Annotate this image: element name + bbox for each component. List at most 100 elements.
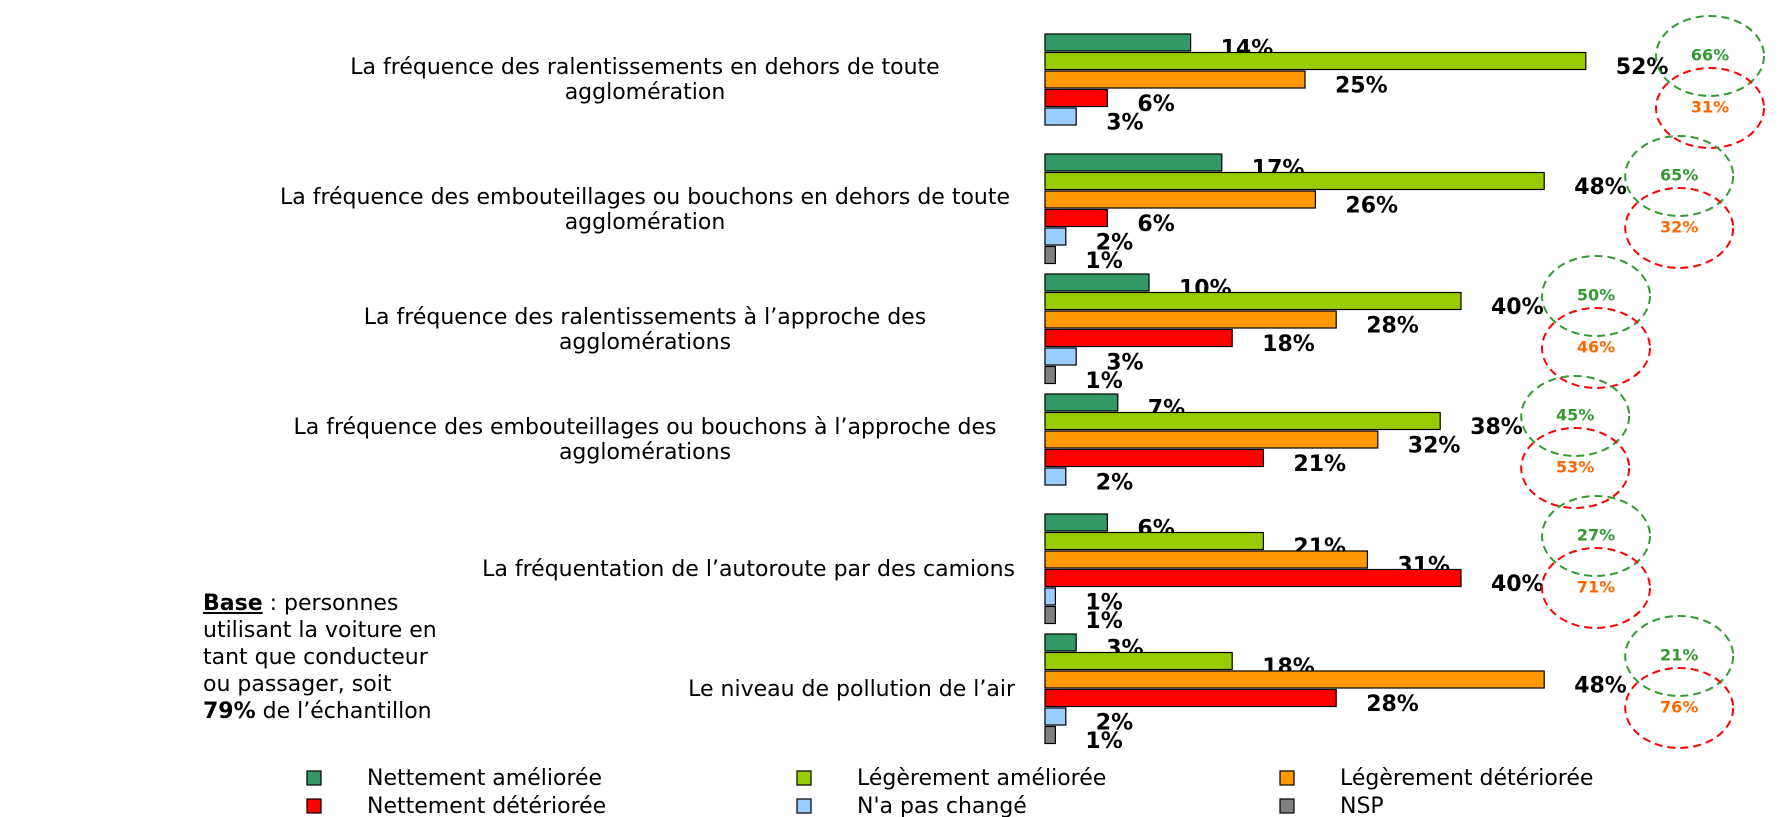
total-label: 76% — [1660, 698, 1698, 717]
bar — [1044, 190, 1316, 209]
data-label: 2% — [1096, 230, 1133, 255]
total-circle — [1541, 255, 1651, 337]
bar — [1044, 347, 1077, 366]
total-label: 31% — [1691, 98, 1729, 117]
data-label: 3% — [1106, 110, 1143, 135]
bar — [1044, 310, 1337, 329]
data-label: 1% — [1085, 729, 1122, 754]
data-label: 6% — [1137, 92, 1174, 117]
bar — [1044, 411, 1441, 431]
bar — [1044, 513, 1109, 532]
category-label-box: La fréquentation de l’autoroute par des … — [275, 530, 1015, 610]
data-label: 48% — [1574, 175, 1627, 200]
bar — [1044, 245, 1056, 265]
bar — [1044, 291, 1462, 311]
bar — [1044, 605, 1056, 625]
bar — [1044, 448, 1264, 468]
bar — [1044, 208, 1109, 228]
bar — [1044, 153, 1223, 172]
data-label: 28% — [1366, 692, 1419, 717]
data-label: 18% — [1262, 332, 1315, 357]
data-label: 21% — [1293, 452, 1346, 477]
category-label: La fréquence des embouteillages ou bouch… — [279, 184, 1011, 235]
total-circle — [1624, 667, 1735, 749]
total-label: 71% — [1577, 578, 1615, 597]
legend-label: Légèrement améliorée — [857, 766, 1106, 791]
legend-swatch — [796, 798, 812, 814]
bar — [1044, 670, 1545, 689]
data-label: 1% — [1085, 590, 1122, 615]
bar — [1044, 171, 1545, 191]
total-label: 27% — [1577, 526, 1615, 545]
legend-swatch — [796, 770, 812, 786]
total-label: 21% — [1660, 646, 1698, 665]
bar — [1044, 587, 1056, 606]
total-circle — [1541, 547, 1651, 629]
data-label: 40% — [1491, 295, 1544, 320]
data-label: 38% — [1470, 415, 1523, 440]
category-label: Le niveau de pollution de l’air — [688, 677, 1015, 702]
bar — [1044, 70, 1306, 89]
data-label: 48% — [1574, 673, 1627, 698]
note-text: de l’échantillon — [255, 699, 432, 724]
total-circle — [1624, 135, 1735, 217]
note-text: : personnes utilisant la voiture en tant… — [203, 591, 437, 697]
data-label: 26% — [1345, 193, 1398, 218]
bar — [1044, 273, 1150, 292]
bar — [1044, 725, 1056, 745]
note-share: 79% — [203, 699, 256, 724]
category-label-box: La fréquence des ralentissements en deho… — [275, 40, 1015, 120]
bar — [1044, 550, 1368, 569]
bar — [1044, 633, 1077, 652]
bar — [1044, 531, 1264, 551]
total-circle — [1655, 67, 1765, 149]
bar — [1044, 651, 1233, 671]
data-label: 2% — [1096, 470, 1133, 495]
total-label: 32% — [1660, 218, 1698, 237]
data-label: 1% — [1085, 249, 1122, 274]
total-circle — [1541, 307, 1651, 389]
total-label: 46% — [1577, 338, 1615, 357]
category-label: La fréquentation de l’autoroute par des … — [482, 557, 1015, 582]
data-label: 6% — [1137, 212, 1174, 237]
data-label: 52% — [1616, 55, 1669, 80]
bar — [1044, 33, 1192, 52]
total-label: 53% — [1556, 458, 1594, 477]
legend-label: Nettement améliorée — [367, 766, 602, 791]
total-circle — [1520, 427, 1631, 509]
total-label: 66% — [1691, 46, 1729, 65]
data-label: 1% — [1085, 369, 1122, 394]
bar — [1044, 88, 1109, 108]
bar — [1044, 467, 1067, 486]
data-label: 2% — [1096, 710, 1133, 735]
category-label: La fréquence des embouteillages ou bouch… — [293, 415, 997, 466]
total-label: 50% — [1577, 286, 1615, 305]
data-label: 1% — [1085, 609, 1122, 634]
total-circle — [1655, 15, 1765, 97]
data-label: 40% — [1491, 572, 1544, 597]
bar — [1044, 393, 1119, 412]
legend-swatch — [1279, 770, 1295, 786]
data-label: 3% — [1106, 350, 1143, 375]
legend-label: Légèrement détériorée — [1340, 766, 1593, 791]
bar — [1044, 707, 1067, 726]
total-label: 65% — [1660, 166, 1698, 185]
category-label-box: La fréquence des ralentissements à l’app… — [275, 290, 1015, 370]
legend-swatch — [306, 798, 322, 814]
category-label: La fréquence des ralentissements à l’app… — [363, 304, 927, 355]
total-circle — [1624, 187, 1735, 269]
total-label: 45% — [1556, 406, 1594, 425]
bar — [1044, 568, 1462, 588]
total-circle — [1624, 615, 1735, 697]
legend-label: N'a pas changé — [857, 794, 1027, 817]
bar — [1044, 688, 1337, 708]
total-circle — [1520, 375, 1631, 457]
category-label: La fréquence des ralentissements en deho… — [350, 55, 940, 106]
bar — [1044, 227, 1067, 246]
legend-swatch — [306, 770, 322, 786]
data-label: 32% — [1408, 433, 1461, 458]
total-circle — [1541, 495, 1651, 577]
bar — [1044, 328, 1233, 348]
bar — [1044, 365, 1056, 385]
